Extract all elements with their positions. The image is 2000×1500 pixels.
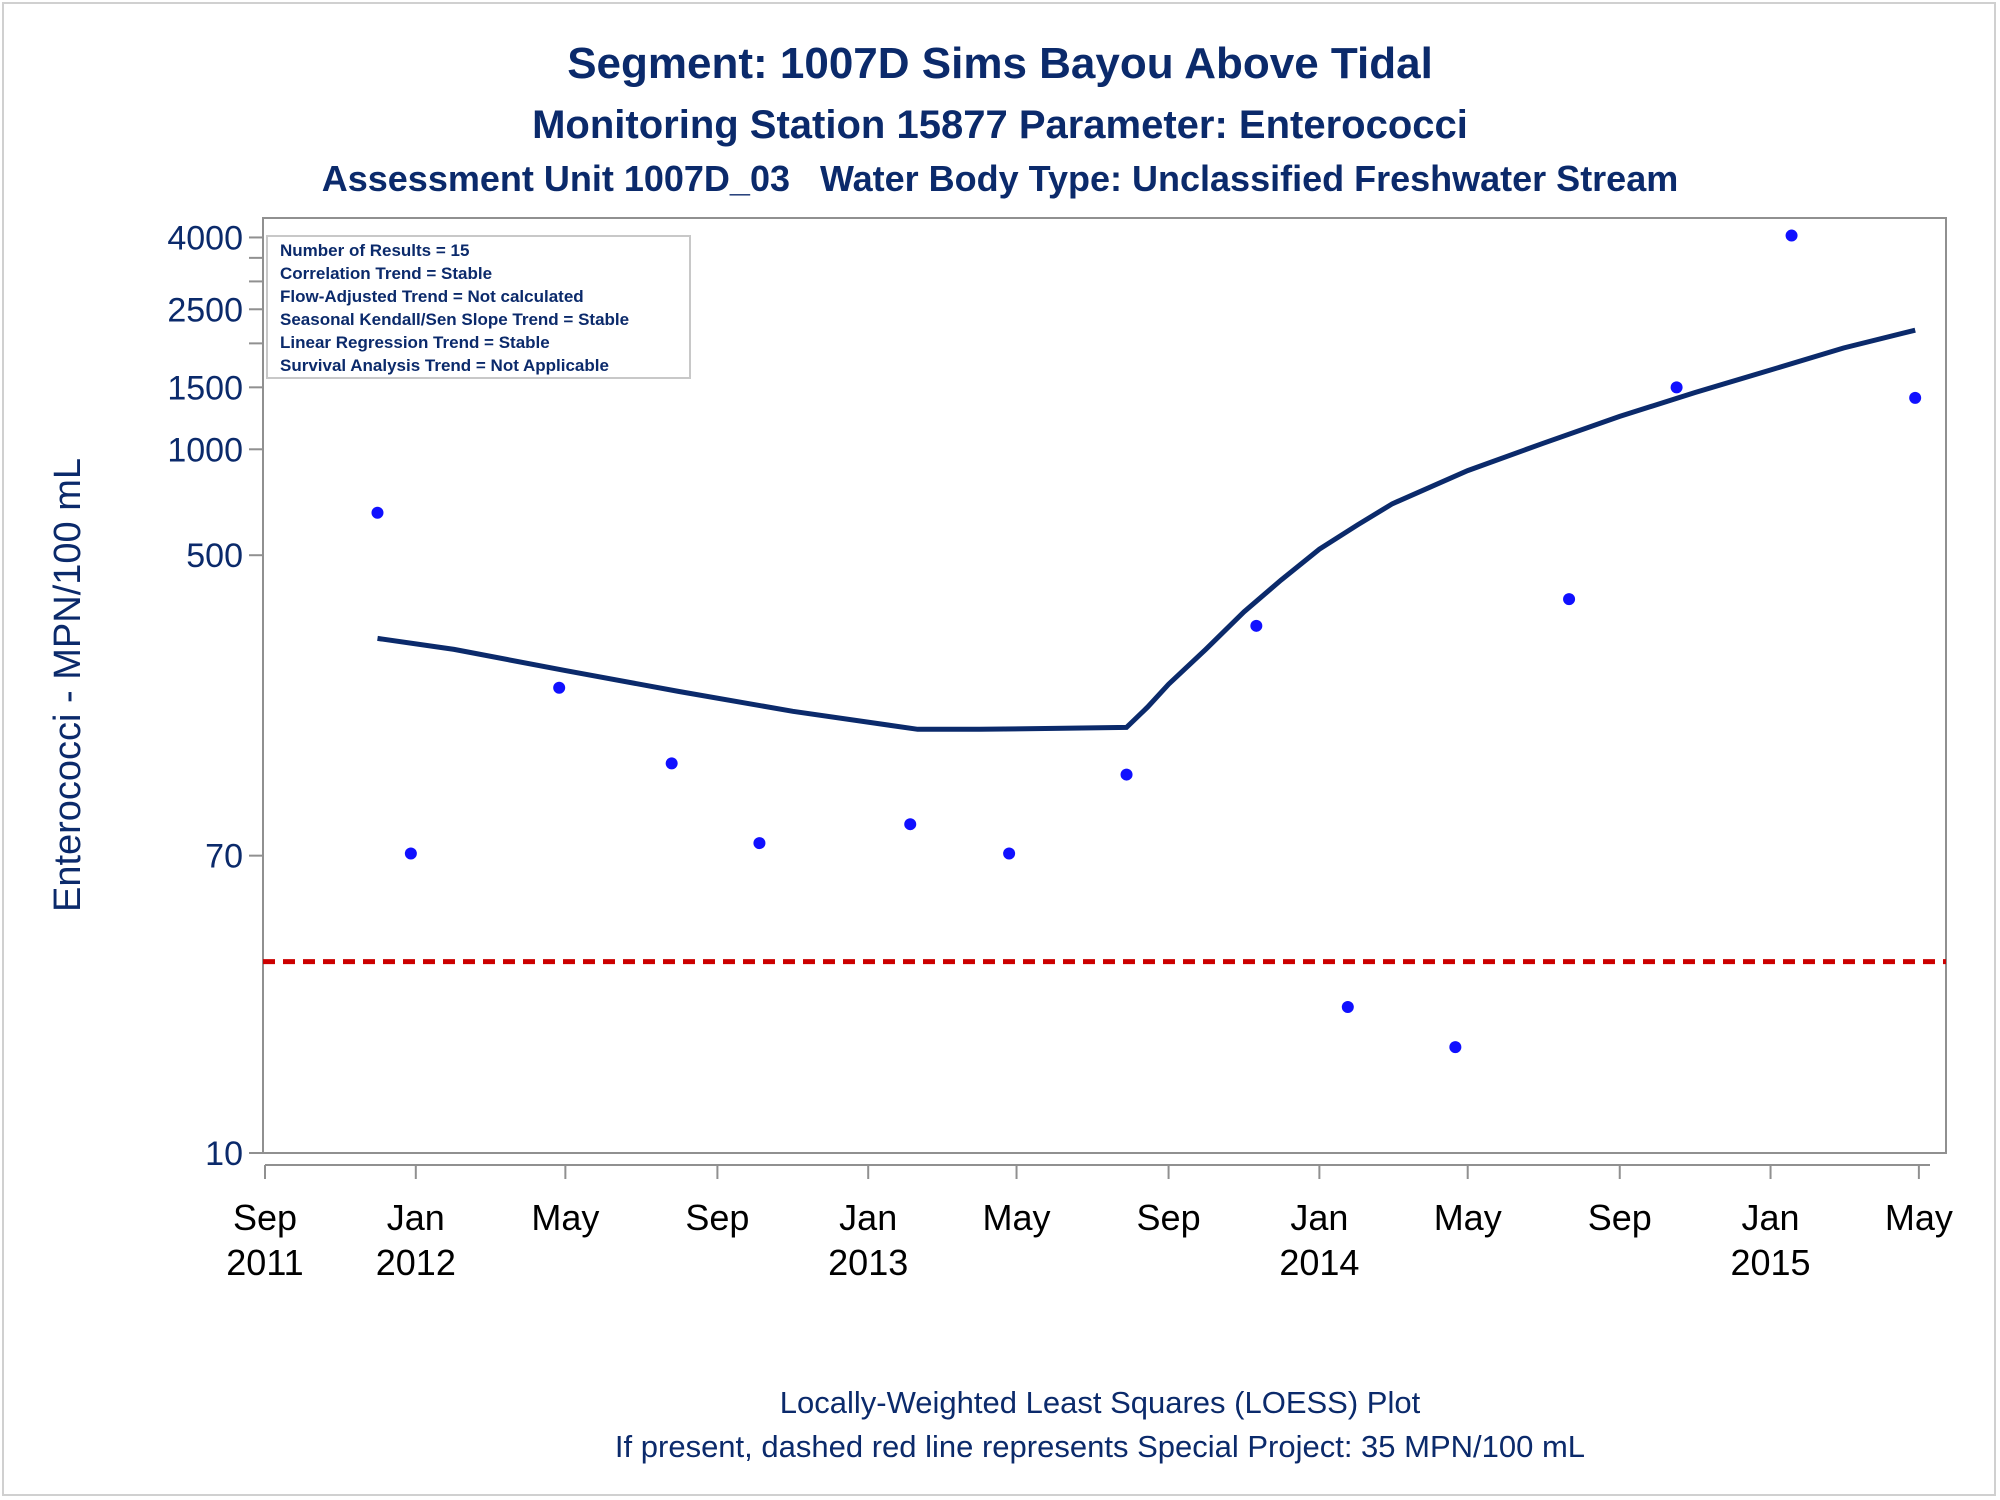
inset-seasonal-kendall-trend: Seasonal Kendall/Sen Slope Trend = Stabl… [280,310,629,329]
loess-curve [377,327,1916,732]
x-tick-label: Jan [839,1197,897,1238]
x-tick-label: Sep [685,1197,749,1238]
x-tick-label: May [531,1197,599,1238]
y-tick-label: 1500 [167,369,243,407]
x-tick-label: Jan [387,1197,445,1238]
x-tick-label: May [1434,1197,1502,1238]
data-point [1250,619,1263,632]
x-tick-year-label: 2013 [828,1242,908,1283]
x-tick-year-label: 2014 [1279,1242,1359,1283]
data-point [1120,768,1133,781]
chart-subtitle-station: Monitoring Station 15877 Parameter: Ente… [532,103,1468,147]
data-point [1003,847,1016,860]
data-point [371,506,384,519]
y-tick-label: 70 [205,838,243,876]
data-point [1449,1041,1462,1054]
y-tick-label: 1000 [167,431,243,469]
data-point [1563,593,1576,606]
footnote-loess: Locally-Weighted Least Squares (LOESS) P… [780,1385,1421,1420]
inset-number-of-results: Number of Results = 15 [280,241,469,260]
x-tick-label: May [983,1197,1051,1238]
data-point [904,818,917,831]
chart-subtitle-assessment: Assessment Unit 1007D_03 Water Body Type… [322,158,1679,199]
data-point [1341,1000,1354,1013]
inset-survival-analysis-trend: Survival Analysis Trend = Not Applicable [280,356,609,375]
data-points [371,229,1922,1054]
data-point [553,681,566,694]
x-tick-label: Sep [233,1197,297,1238]
y-tick-label: 4000 [167,219,243,257]
y-axis: 4000 2500 1500 1000 500 70 10 [167,219,263,1173]
x-tick-year-label: 2015 [1730,1242,1810,1283]
y-axis-label: Enterococci - MPN/100 mL [47,458,89,912]
data-point [753,837,766,850]
y-tick-label: 2500 [167,291,243,329]
y-tick-label: 10 [205,1135,243,1173]
chart-title: Segment: 1007D Sims Bayou Above Tidal [567,39,1433,88]
data-point [1670,381,1683,394]
data-point [404,847,417,860]
x-tick-year-label: 2012 [376,1242,456,1283]
data-point [1909,391,1922,404]
inset-linear-regression-trend: Linear Regression Trend = Stable [280,333,550,352]
x-tick-year-label: 2011 [226,1242,303,1283]
footnote-reference: If present, dashed red line represents S… [615,1429,1585,1464]
data-point [1785,229,1798,242]
inset-flow-adjusted-trend: Flow-Adjusted Trend = Not calculated [280,287,584,306]
x-tick-label: Sep [1588,1197,1652,1238]
y-tick-label: 500 [186,537,243,575]
inset-correlation-trend: Correlation Trend = Stable [280,264,492,283]
x-tick-label: Jan [1742,1197,1800,1238]
trend-summary-box [266,235,691,379]
x-tick-label: Jan [1290,1197,1348,1238]
x-tick-label: Sep [1137,1197,1201,1238]
x-tick-label: May [1885,1197,1953,1238]
data-point [665,757,678,770]
